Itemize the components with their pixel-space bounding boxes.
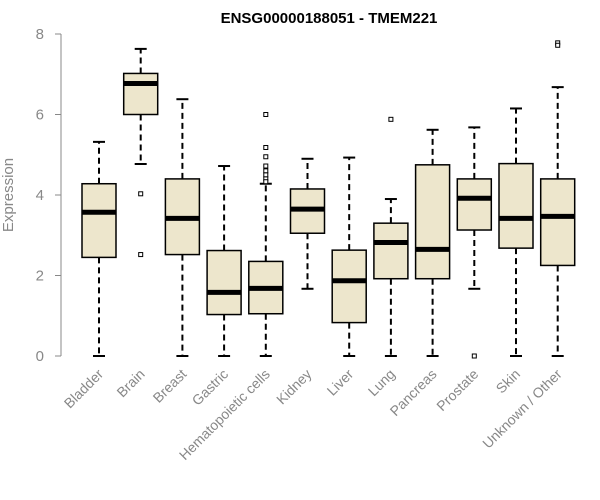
box-rect: [206, 249, 242, 316]
y-tick-label: 0: [36, 348, 44, 365]
y-tick-label: 4: [36, 187, 44, 204]
x-tick-label: Bladder: [61, 366, 107, 412]
outlier-point: [138, 252, 144, 258]
box-liver: [331, 156, 367, 357]
box-bladder: [81, 140, 117, 357]
outlier-point: [263, 168, 269, 174]
box-rect: [539, 178, 576, 267]
box-rect: [81, 182, 117, 259]
y-axis: 0 2 4 6 8: [36, 26, 62, 365]
x-tick-label: Liver: [324, 366, 357, 399]
box-rect: [373, 222, 409, 280]
y-tick-label: 2: [36, 268, 44, 285]
outlier-point: [263, 163, 269, 169]
x-tick-label: Lung: [365, 366, 398, 399]
y-tick-label: 8: [36, 26, 44, 43]
outlier-point: [471, 353, 477, 359]
box-kidney: [289, 157, 326, 290]
box-rect: [456, 178, 493, 231]
box-rect: [498, 162, 534, 249]
outlier-point: [263, 145, 269, 151]
x-tick-label: Skin: [493, 366, 524, 397]
box-pancreas: [414, 128, 451, 357]
box-hematopoietic-cells: [248, 112, 284, 357]
x-tick-label: Prostate: [433, 366, 481, 414]
box-rect: [414, 164, 451, 280]
outlier-point: [388, 116, 394, 122]
outlier-point: [263, 172, 269, 178]
box-breast: [164, 98, 201, 357]
box-prostate: [456, 126, 493, 359]
outlier-point: [555, 42, 561, 48]
x-tick-label: Kidney: [273, 366, 315, 408]
x-tick-label: Unknown / Other: [479, 366, 565, 452]
chart-title: ENSG00000188051 - TMEM221: [221, 10, 438, 27]
outlier-point: [263, 179, 269, 185]
x-tick-label: Breast: [150, 366, 190, 406]
y-axis-label: Expression: [0, 158, 17, 232]
outlier-point: [263, 154, 269, 160]
box-gastric: [206, 165, 242, 357]
y-tick-label: 6: [36, 107, 44, 124]
plot-area: [81, 40, 576, 359]
box-skin: [498, 107, 534, 357]
box-rect: [331, 249, 367, 324]
outlier-point: [138, 191, 144, 197]
box-brain: [122, 47, 159, 258]
box-lung: [373, 116, 409, 357]
x-tick-label: Brain: [113, 366, 147, 400]
box-rect: [122, 72, 159, 116]
box-unknown-other: [539, 40, 576, 357]
outlier-point: [263, 112, 269, 117]
